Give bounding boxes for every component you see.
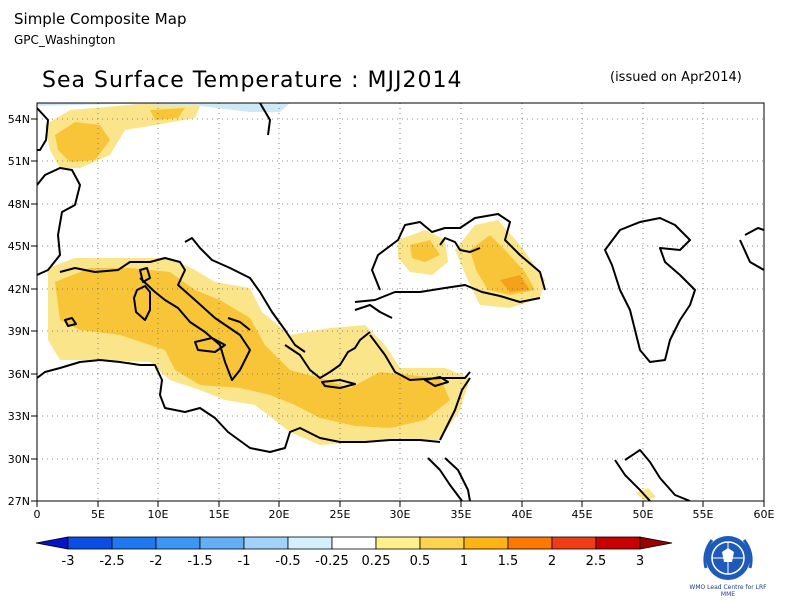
anomaly-black-sea-west-core	[410, 240, 440, 262]
colorbar-swatch	[155, 536, 201, 550]
lat-label: 45N	[8, 240, 30, 253]
axis-ticks	[31, 118, 765, 507]
lat-labels: 54N 51N 48N 45N 42N 39N 36N 33N 30N 27N	[8, 113, 30, 508]
colorbar-swatch	[595, 536, 641, 550]
colorbar-label: -2.5	[99, 554, 124, 569]
header-title: Simple Composite Map	[14, 10, 187, 28]
lon-labels: 0 5E 10E 15E 20E 25E 30E 35E 40E 45E 50E…	[34, 508, 775, 521]
logo-caption: WMO Lead Centre for LRF MME	[689, 584, 767, 598]
colorbar-label: -1.5	[187, 554, 212, 569]
anomaly-patch-north-core2	[150, 108, 185, 120]
colorbar-swatch	[199, 536, 245, 550]
lon-label: 25E	[330, 508, 351, 521]
colorbar-label: 0.5	[410, 554, 431, 569]
colorbar-label: -1	[238, 554, 251, 569]
colorbar-swatch	[463, 536, 509, 550]
colorbar-label: 1	[460, 554, 468, 569]
lon-label: 10E	[148, 508, 169, 521]
colorbar-swatch	[507, 536, 553, 550]
colorbar-arrow-left	[35, 536, 69, 550]
colorbar-swatch	[67, 536, 113, 550]
colorbar-label: -0.25	[315, 554, 349, 569]
lat-label: 39N	[8, 325, 30, 338]
lon-label: 35E	[451, 508, 472, 521]
colorbar-swatch	[419, 536, 465, 550]
coastlines	[37, 103, 764, 501]
lat-label: 33N	[8, 410, 30, 423]
anomaly-patch-north-core	[55, 122, 110, 162]
wmo-logo	[703, 536, 753, 580]
lon-label: 60E	[754, 508, 775, 521]
lon-label: 30E	[390, 508, 411, 521]
colorbar-arrow-right	[639, 536, 673, 550]
anomaly-mediterranean-core	[55, 268, 450, 428]
lon-label: 45E	[572, 508, 593, 521]
colorbar-label: -2	[150, 554, 163, 569]
anomaly-black-sea-east-peak	[500, 275, 530, 292]
grid-lines	[37, 103, 764, 501]
lat-label: 48N	[8, 198, 30, 211]
colorbar-label: 1.5	[498, 554, 519, 569]
colorbar-swatch	[111, 536, 157, 550]
lat-label: 30N	[8, 453, 30, 466]
lat-label: 27N	[8, 495, 30, 508]
lon-label: 5E	[91, 508, 105, 521]
colorbar-swatch	[331, 536, 377, 550]
colorbar-label: 0.25	[362, 554, 391, 569]
lon-label: 20E	[269, 508, 290, 521]
colorbar-swatch	[551, 536, 597, 550]
colorbar-swatch	[243, 536, 289, 550]
lon-label: 40E	[512, 508, 533, 521]
colorbar-swatch	[287, 536, 333, 550]
colorbar-label: -3	[62, 554, 75, 569]
lat-label: 36N	[8, 368, 30, 381]
colorbar-label: 2	[548, 554, 556, 569]
colorbar-label: 2.5	[586, 554, 607, 569]
anomaly-negative-patch	[37, 103, 290, 112]
lat-label: 42N	[8, 283, 30, 296]
lat-label: 54N	[8, 113, 30, 126]
colorbar-swatch	[375, 536, 421, 550]
colorbar	[35, 536, 673, 550]
lon-label: 0	[34, 508, 41, 521]
lon-label: 55E	[693, 508, 714, 521]
colorbar-labels: -3 -2.5 -2 -1.5 -1 -0.5 -0.25 0.25 0.5 1 1.5 2 2.5 3	[62, 554, 645, 569]
lon-label: 15E	[209, 508, 230, 521]
colorbar-label: 3	[636, 554, 644, 569]
issued-date: (issued on Apr2014)	[610, 70, 742, 85]
header-source: GPC_Washington	[14, 33, 116, 47]
colorbar-label: -0.5	[275, 554, 300, 569]
lon-label: 50E	[633, 508, 654, 521]
lat-label: 51N	[8, 155, 30, 168]
map-title: Sea Surface Temperature : MJJ2014	[42, 68, 463, 93]
